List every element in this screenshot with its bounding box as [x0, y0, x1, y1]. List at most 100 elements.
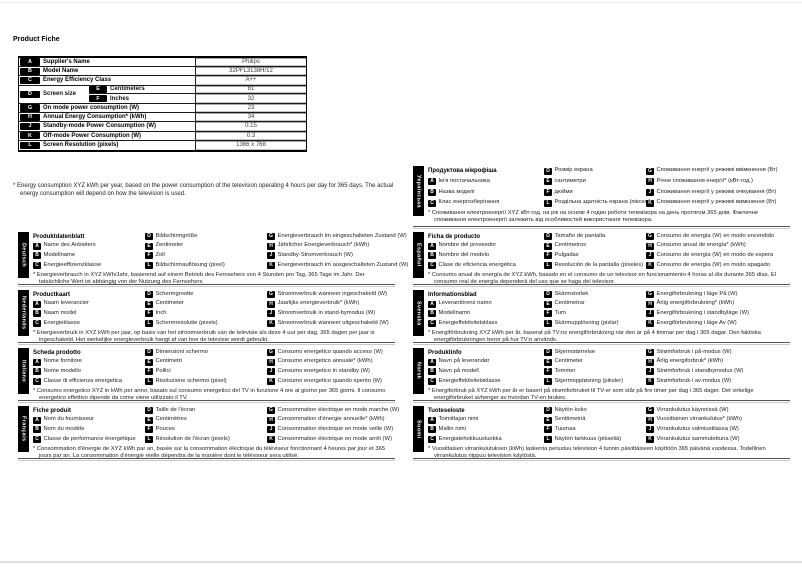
item-badge-B: B: [428, 368, 436, 376]
item-label-J: Strømforbruk i standbymodus (W): [656, 368, 744, 375]
fiche-label-K: Off-mode Power Consumption (W): [43, 132, 141, 139]
section-footnote-deutsch: * Energieverbrauch in XYZ kWh/Jahr, basi…: [33, 272, 365, 286]
item-D: D Dimensioni schermo: [145, 348, 267, 357]
section-body-nederlands: Productkaart A Naam leverancier B Naam model…: [29, 290, 395, 348]
section-українська: Українська Продуктова мікрофіша A Ім'я пост…: [413, 166, 790, 232]
item-badge-A: A: [33, 242, 41, 250]
item-K: K Consommation électrique en mode arrêt (…: [267, 436, 395, 444]
item-badge-F: F: [145, 426, 153, 434]
language-tab-italiano: Italiano: [18, 348, 29, 394]
fiche-row-F-label-cell: F Inches: [89, 94, 195, 103]
item-label-C: Клас енергозберігання: [438, 199, 500, 206]
item-label-L: Resolución de la pantalla (píxeles): [554, 261, 644, 268]
fiche-row-J: J Standby-mode Power Consumption (W) 0.15: [19, 122, 306, 132]
section-divider-norsk: [413, 400, 790, 403]
row-badge-F: F: [89, 94, 107, 103]
row-badge-C: C: [20, 76, 40, 85]
item-label-A: Nombre del proveedor: [438, 242, 497, 249]
item-C: C Energieffektivitetsklasse: [428, 378, 544, 386]
item-label-J: Споживання енергії у режимі очікування (…: [656, 188, 777, 195]
item-badge-E: E: [544, 300, 552, 308]
item-F: F Pouces: [145, 426, 267, 434]
item-G: G Virrankulutus käynnissä (W): [646, 407, 790, 415]
item-badge-B: B: [428, 188, 436, 196]
item-badge-A: A: [33, 358, 41, 366]
item-J: J Energiförbrukning i standbyläge (W): [646, 310, 790, 318]
fiche-subrows-D: E Centimeters 81 F Inches 32: [89, 85, 306, 103]
section-grid-deutsch: Produktdatenblatt A Name des Anbieters B Mod…: [33, 232, 408, 270]
item-label-D: Bildschirmgröße: [155, 232, 198, 239]
item-F: F Zoll: [145, 252, 267, 260]
item-label-F: Tommer: [554, 368, 576, 375]
section-title-espa-ol: Ficha de producto: [428, 233, 481, 240]
item-label-G: Energiförbrukning i läge På (W): [656, 290, 738, 297]
item-A: A Leverantörens namn: [428, 301, 544, 308]
item-E: E Centímetros: [544, 243, 646, 250]
item-badge-E: E: [145, 358, 153, 366]
fiche-row-C-label-cell: C Energy Efficiency Class: [19, 76, 195, 85]
item-label-B: Navn på modell: [438, 368, 479, 375]
section-body-suomi: Tuoteseloste A Toimittajan nimi B Mallin nim…: [424, 406, 790, 464]
item-label-E: Centimetrar: [554, 300, 585, 307]
item-badge-G: G: [646, 407, 654, 415]
item-badge-H: H: [267, 300, 275, 308]
item-badge-F: F: [145, 252, 153, 260]
item-label-G: Споживання енергії у режимі ввімкнення (…: [656, 167, 778, 174]
item-label-H: Jaarlijks energieverbruik* (kWh): [277, 300, 360, 307]
item-badge-F: F: [544, 426, 552, 434]
item-label-F: Zoll: [155, 252, 165, 259]
fiche-label-G: On mode power consumption (W): [43, 105, 139, 112]
item-label-D: Näytön koko: [554, 406, 587, 413]
item-label-B: Mallin nimi: [438, 426, 466, 433]
item-B: B Nome modello: [33, 368, 145, 376]
item-K: K Strømforbruk i av-modus (W): [646, 378, 790, 386]
item-badge-J: J: [267, 368, 275, 376]
item-A: A Nom du fournisseur: [33, 417, 145, 424]
item-L: L Schermresolutie (pixels): [145, 320, 267, 328]
item-label-A: Toimittajan nimi: [438, 416, 479, 423]
fiche-row-L: L Screen Resolution (pixels) 1366 x 768: [19, 140, 306, 150]
section-body-italiano: Scheda prodotto A Nome fornitore B Nome mode…: [29, 348, 395, 406]
item-label-J: Consommation électrique en mode veille (…: [277, 426, 394, 433]
item-badge-L: L: [145, 436, 153, 444]
footnote-english: * Energy consumption XYZ kWh per year, b…: [13, 183, 394, 197]
item-label-K: Energiförbrukning i läge Av (W): [656, 319, 737, 326]
item-badge-G: G: [267, 407, 275, 415]
section-footnote-italiano: * Consumo energetico XYZ in kWh per anno…: [33, 388, 386, 402]
section-footnote-svenska: * Energiförbrukning XYZ kWh per år, base…: [428, 330, 761, 344]
item-badge-L: L: [544, 320, 552, 328]
section-grid-українська: Продуктова мікрофіша A Ім'я постачальника B…: [428, 166, 790, 208]
item-badge-B: B: [33, 252, 41, 260]
item-badge-J: J: [646, 252, 654, 260]
item-A: A Naam leverancier: [33, 301, 145, 308]
item-label-D: Dimensioni schermo: [155, 348, 209, 355]
item-H: H Consommation d'énergie annuelle* (kWh): [267, 417, 395, 424]
item-J: J Споживання енергії у режимі очікування …: [646, 189, 790, 196]
fiche-label-C: Energy Efficiency Class: [43, 77, 112, 84]
item-label-G: Energieverbrauch im eingeschalteten Zust…: [277, 232, 407, 239]
item-badge-J: J: [646, 368, 654, 376]
item-label-F: Pollici: [155, 368, 171, 375]
item-badge-C: C: [428, 320, 436, 328]
section-divider-fran-ais: [18, 458, 395, 461]
section-divider-українська: [413, 226, 790, 229]
item-badge-J: J: [267, 310, 275, 318]
item-H: H Річне споживання енергії* (кВт-год.): [646, 178, 790, 186]
section-footnote-norsk: * Energiforbruk på XYZ kWh per år er bas…: [428, 388, 754, 402]
item-label-A: Navn på leverandør: [438, 358, 490, 365]
section-footnote-espa-ol: * Consumo anual de energía de XYZ kWh, b…: [428, 272, 777, 286]
item-badge-K: K: [646, 320, 654, 328]
section-title-norsk: Produktinfo: [428, 349, 462, 356]
item-label-L: Skärmupplösning (pixlar): [554, 319, 619, 326]
item-badge-E: E: [544, 178, 552, 186]
row-badge-E: E: [89, 85, 107, 94]
fiche-row-L-label-cell: L Screen Resolution (pixels): [19, 141, 195, 150]
item-label-L: Bildschirmauflösung (pixel): [155, 261, 225, 268]
item-badge-L: L: [544, 436, 552, 444]
item-label-L: Näytön tarkkuus (pikseliä): [554, 435, 622, 442]
item-D: D Bildschirmgröße: [145, 232, 267, 241]
section-body-українська: Продуктова мікрофіша A Ім'я постачальника B…: [424, 166, 790, 232]
row-badge-B: B: [20, 67, 40, 75]
section-title-fran-ais: Fiche produit: [33, 407, 71, 414]
section-divider-svenska: [413, 342, 790, 345]
